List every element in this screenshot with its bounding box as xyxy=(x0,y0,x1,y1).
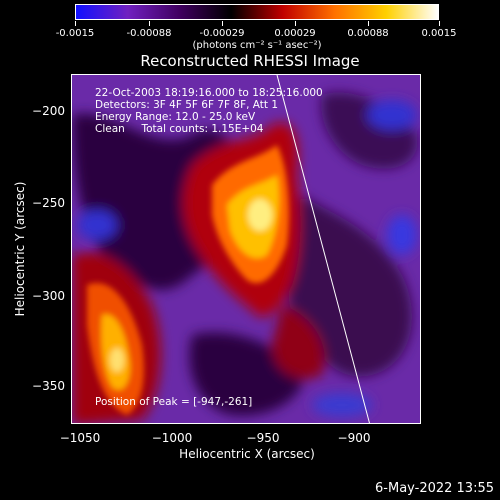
y-tick-label: −200 xyxy=(32,104,65,118)
info-energy-range: Energy Range: 12.0 - 25.0 keV xyxy=(95,111,256,123)
x-tick-label: −1050 xyxy=(59,431,101,445)
colorbar-tick-label: -0.00088 xyxy=(126,28,172,39)
footer-date: 6-May-2022 13:55 xyxy=(375,481,494,496)
rhessi-image xyxy=(71,74,421,424)
plot-title: Reconstructed RHESSI Image xyxy=(140,52,360,70)
x-tick-label: −900 xyxy=(337,431,371,445)
colorbar-tick-label: -0.0015 xyxy=(55,28,95,39)
colorbar-tick xyxy=(222,21,223,26)
colorbar xyxy=(75,4,439,20)
info-clean-counts: Clean Total counts: 1.15E+04 xyxy=(95,123,264,135)
colorbar-tick xyxy=(368,21,369,26)
y-tick-label: −300 xyxy=(32,289,65,303)
solar-limb-line xyxy=(276,75,370,423)
colorbar-tick xyxy=(439,21,440,26)
peak-position: Position of Peak = [-947,-261] xyxy=(95,396,253,408)
info-time-range: 22-Oct-2003 18:19:16.000 to 18:25:16.000 xyxy=(95,87,323,99)
colorbar-tick-label: 0.00088 xyxy=(347,28,389,39)
colorbar-tick-label: 0.00029 xyxy=(274,28,316,39)
colorbar-tick-label: -0.00029 xyxy=(199,28,245,39)
x-axis-label: Heliocentric X (arcsec) xyxy=(179,447,315,461)
colorbar-tick xyxy=(295,21,296,26)
colorbar-tick xyxy=(149,21,150,26)
y-tick-label: −250 xyxy=(32,196,65,210)
colorbar-units: (photons cm⁻² s⁻¹ asec⁻²) xyxy=(192,40,322,51)
info-detectors: Detectors: 3F 4F 5F 6F 7F 8F, Att 1 xyxy=(95,99,279,111)
colorbar-tick xyxy=(75,21,76,26)
colorbar-tick-label: 0.0015 xyxy=(421,28,457,39)
y-tick-label: −350 xyxy=(32,379,65,393)
x-tick-label: −950 xyxy=(246,431,280,445)
image-canvas xyxy=(72,75,420,423)
x-tick-label: −1000 xyxy=(151,431,193,445)
